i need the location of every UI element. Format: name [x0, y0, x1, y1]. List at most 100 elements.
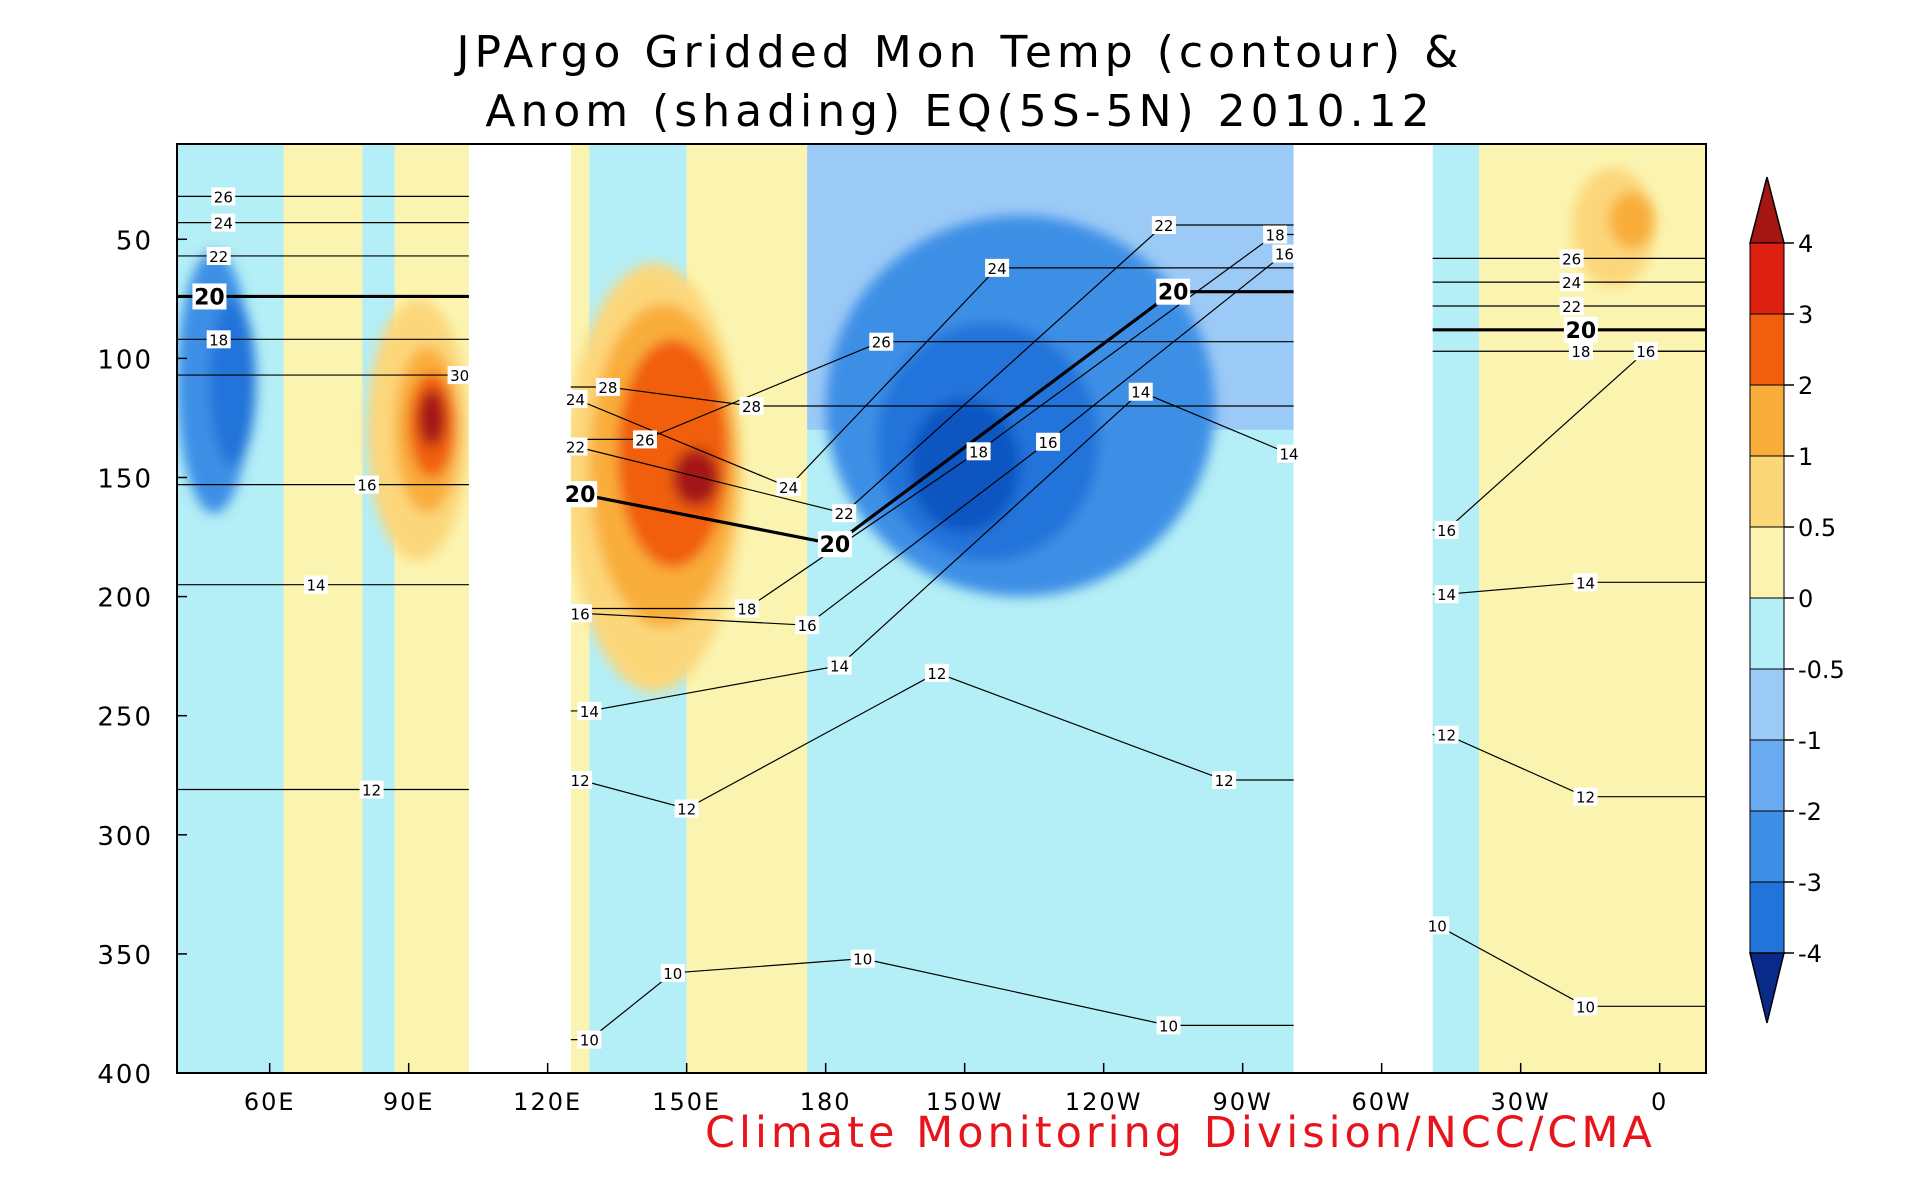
contour-line	[570, 341, 1294, 440]
contour-label-bg	[1434, 725, 1459, 744]
colorbar-segment	[1749, 810, 1785, 883]
contour-label: 10	[580, 1032, 599, 1050]
contour-label: 26	[872, 334, 891, 352]
contour-label-bg	[869, 332, 894, 351]
contour-label-bg	[354, 475, 379, 494]
colorbar-tick-label: 1	[1798, 443, 1813, 471]
contour-label-bg	[563, 481, 598, 508]
contour-label-bg	[304, 575, 328, 594]
contour-label: 22	[566, 439, 585, 457]
contour-label-bg	[211, 187, 236, 206]
contour-label: 12	[571, 772, 590, 790]
colorbar-tick-label: -2	[1798, 798, 1822, 826]
colorbar-tick-label: -1	[1798, 727, 1822, 755]
contour-label: 18	[209, 331, 228, 349]
contour-label-bg	[359, 780, 384, 799]
colorbar-arrow-top	[1749, 176, 1785, 244]
contour-label-bg	[1434, 520, 1459, 539]
contour-label-bg	[1568, 342, 1593, 361]
y-tick-label: 200	[97, 584, 153, 614]
contour-label-bg	[739, 397, 764, 416]
contour-label: 18	[737, 601, 756, 619]
contour-label: 14	[306, 577, 325, 595]
x-tick-label: 90W	[1213, 1088, 1273, 1116]
contour-label-bg	[1212, 771, 1237, 790]
contour-label-bg	[563, 437, 588, 456]
contour-label-bg	[1573, 573, 1598, 592]
contour-label-bg	[1425, 916, 1450, 935]
contour-label-bg	[1563, 316, 1598, 343]
land-gaps	[468, 144, 1433, 1073]
contour-label-bg	[595, 377, 620, 396]
y-tick-label: 100	[97, 345, 153, 375]
contour-label: 22	[209, 248, 228, 266]
contour-label-bg	[1277, 444, 1301, 463]
contour-label-bg	[206, 246, 231, 265]
contour-label-bg	[577, 701, 602, 720]
contour-label-bg	[1434, 585, 1459, 604]
colorbar-segment	[1749, 242, 1785, 315]
contour-label-bg	[985, 258, 1010, 277]
contour-label: 20	[820, 533, 851, 558]
anomaly-blob	[417, 389, 446, 447]
y-tick-label: 300	[97, 822, 153, 852]
anomaly-blob	[617, 339, 729, 569]
x-tick-label: 90E	[383, 1088, 435, 1116]
contour-label: 18	[1571, 343, 1590, 361]
contour-label: 10	[1576, 998, 1595, 1016]
anomaly-band	[283, 144, 363, 1073]
contour-label: 22	[835, 505, 854, 523]
contour-label: 24	[214, 215, 233, 233]
contour-label: 24	[566, 391, 585, 409]
contour-label-bg	[827, 656, 852, 675]
anomaly-blob	[672, 448, 720, 507]
contour-label-bg	[795, 616, 820, 635]
colorbar-segment	[1749, 384, 1785, 457]
contour-label: 12	[1576, 789, 1595, 807]
contour-label-bg	[1573, 787, 1598, 806]
colorbar-segment	[1749, 881, 1785, 954]
contour-label-bg	[1559, 273, 1584, 292]
contour-label-bg	[776, 478, 801, 497]
contour-label: 24	[1562, 274, 1581, 292]
y-tick-label: 150	[97, 464, 153, 494]
contour-label-bg	[1151, 215, 1176, 234]
colorbar-segment	[1749, 526, 1785, 599]
contour-label: 14	[1437, 586, 1456, 604]
y-tick-label: 400	[97, 1060, 153, 1090]
chart-title-line2: Anom (shading) EQ(5S-5N) 2010.12	[485, 86, 1435, 137]
contour-label: 16	[1039, 434, 1058, 452]
contour-label-bg	[1036, 432, 1061, 451]
contour-label: 22	[1154, 217, 1173, 235]
colorbar-segment	[1749, 668, 1785, 741]
contour-label-bg	[577, 1030, 602, 1049]
contour-label-bg	[632, 430, 657, 449]
contour-label-bg	[447, 366, 472, 385]
colorbar-tick-label: 2	[1798, 372, 1813, 400]
colorbar-tick-label: -0.5	[1798, 656, 1845, 684]
contour-label: 30	[450, 367, 469, 385]
x-tick-label: 0	[1651, 1088, 1668, 1116]
anomaly-band	[394, 144, 469, 1073]
contour-label-bg	[832, 504, 857, 523]
colorbar-tick-label: 0.5	[1798, 514, 1836, 542]
contour-label: 28	[742, 398, 761, 416]
colorbar-tick-label: -4	[1798, 940, 1822, 968]
contour-label: 22	[1562, 298, 1581, 316]
y-tick-label: 350	[97, 941, 153, 971]
y-axis: 50 100 150 200 250 300 350 400	[97, 226, 187, 1090]
colorbar-tick-label: 3	[1798, 301, 1813, 329]
contour-label: 16	[1437, 522, 1456, 540]
colorbar-segment	[1749, 597, 1785, 670]
contour-label: 16	[1275, 246, 1294, 264]
contour-label: 10	[853, 951, 872, 969]
contour-label-bg	[674, 799, 699, 818]
contour-label-bg	[1156, 278, 1191, 305]
contour-label: 14	[830, 658, 849, 676]
contour-label-bg	[1559, 249, 1584, 268]
land-gap	[1293, 144, 1433, 1073]
x-tick-label: 30W	[1491, 1088, 1551, 1116]
anomaly-blob	[909, 398, 1021, 533]
colorbar-arrow-bottom	[1749, 952, 1785, 1024]
